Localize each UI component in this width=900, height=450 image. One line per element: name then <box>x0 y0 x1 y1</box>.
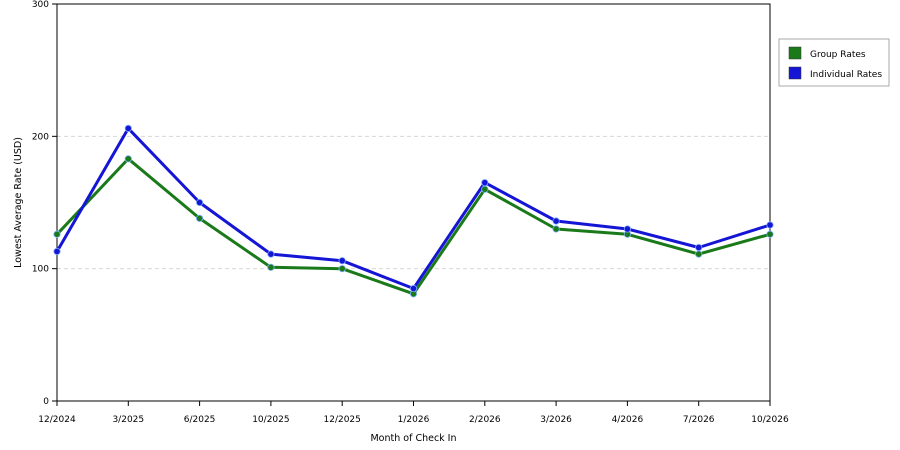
x-axis-title: Month of Check In <box>370 433 456 444</box>
data-point-individual-rates <box>196 198 204 207</box>
series-group <box>53 124 774 298</box>
data-point-group-rates <box>481 185 489 193</box>
y-tick-label: 200 <box>32 132 49 142</box>
data-point-individual-rates <box>695 243 703 252</box>
x-tick-label: 12/2024 <box>38 415 76 425</box>
data-point-individual-rates <box>623 225 632 233</box>
x-tick-label: 2/2026 <box>469 415 501 425</box>
axes <box>56 3 771 402</box>
data-point-individual-rates <box>53 247 61 256</box>
y-axis-ticks: 0 100 200 300 <box>32 0 57 407</box>
legend-swatch-individual-rates <box>788 66 802 80</box>
x-tick-label: 3/2025 <box>112 415 144 425</box>
x-tick-label: 12/2025 <box>324 415 361 425</box>
data-point-individual-rates <box>338 257 346 265</box>
legend: Group Rates Individual Rates <box>778 38 890 87</box>
data-point-group-rates <box>338 265 346 273</box>
legend-label-individual-rates: Individual Rates <box>810 70 882 80</box>
data-point-group-rates <box>766 230 774 238</box>
x-tick-label: 7/2026 <box>683 415 715 425</box>
data-point-individual-rates <box>124 124 132 132</box>
data-point-group-rates <box>552 225 560 233</box>
x-tick-label: 1/2026 <box>398 415 430 425</box>
data-point-individual-rates <box>552 217 560 225</box>
series-line-group-rates <box>55 157 771 296</box>
y-tick-label: 100 <box>32 265 49 275</box>
data-point-individual-rates <box>766 221 774 229</box>
data-point-individual-rates <box>481 179 489 187</box>
x-tick-label: 6/2025 <box>184 415 216 425</box>
x-tick-label: 3/2026 <box>540 415 572 425</box>
x-axis-ticks: 12/2024 3/2025 6/2025 10/2025 12/2025 1/2026 2… <box>38 401 789 425</box>
data-point-individual-rates <box>267 250 275 258</box>
data-point-group-rates <box>124 155 132 163</box>
y-tick-label: 300 <box>32 0 49 10</box>
data-point-group-rates <box>196 214 204 222</box>
x-tick-label: 10/2026 <box>751 415 789 425</box>
grid <box>57 135 770 270</box>
legend-swatch-group-rates <box>788 46 802 60</box>
data-point-group-rates <box>267 263 275 271</box>
plot-area <box>56 3 771 402</box>
x-tick-label: 4/2026 <box>612 415 644 425</box>
y-axis-title: Lowest Average Rate (USD) <box>13 137 24 268</box>
data-point-group-rates <box>695 250 703 258</box>
x-tick-label: 10/2025 <box>252 415 289 425</box>
series-line-individual-rates <box>55 126 771 290</box>
legend-label-group-rates: Group Rates <box>810 50 866 60</box>
data-point-group-rates <box>53 230 61 238</box>
y-tick-label: 0 <box>43 397 49 407</box>
data-point-individual-rates <box>409 284 418 293</box>
